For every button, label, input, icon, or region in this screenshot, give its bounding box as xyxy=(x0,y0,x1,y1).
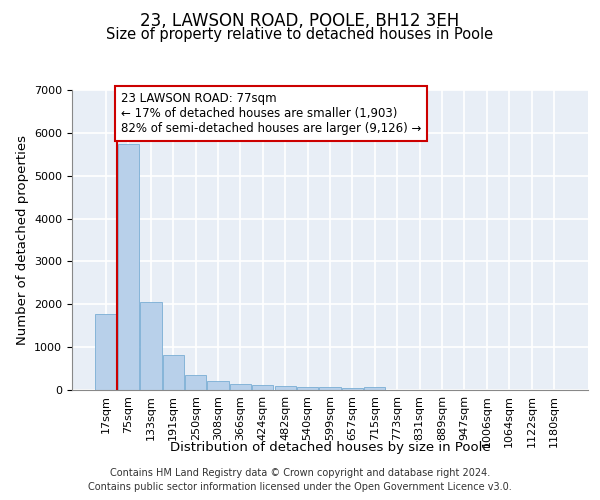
Bar xyxy=(319,388,341,390)
Y-axis label: Number of detached properties: Number of detached properties xyxy=(16,135,29,345)
Bar xyxy=(163,355,184,390)
Bar xyxy=(185,374,206,390)
Text: 23 LAWSON ROAD: 77sqm
← 17% of detached houses are smaller (1,903)
82% of semi-d: 23 LAWSON ROAD: 77sqm ← 17% of detached … xyxy=(121,92,421,135)
Bar xyxy=(342,388,363,390)
Bar xyxy=(118,144,139,390)
Text: 23, LAWSON ROAD, POOLE, BH12 3EH: 23, LAWSON ROAD, POOLE, BH12 3EH xyxy=(140,12,460,30)
Bar xyxy=(364,387,385,390)
Bar xyxy=(252,385,274,390)
Bar xyxy=(230,384,251,390)
Bar xyxy=(208,381,229,390)
Text: Contains HM Land Registry data © Crown copyright and database right 2024.
Contai: Contains HM Land Registry data © Crown c… xyxy=(88,468,512,492)
Text: Size of property relative to detached houses in Poole: Size of property relative to detached ho… xyxy=(106,28,494,42)
Bar xyxy=(297,387,318,390)
Bar xyxy=(95,314,117,390)
Bar xyxy=(140,302,161,390)
Text: Distribution of detached houses by size in Poole: Distribution of detached houses by size … xyxy=(170,441,490,454)
Bar xyxy=(275,386,296,390)
